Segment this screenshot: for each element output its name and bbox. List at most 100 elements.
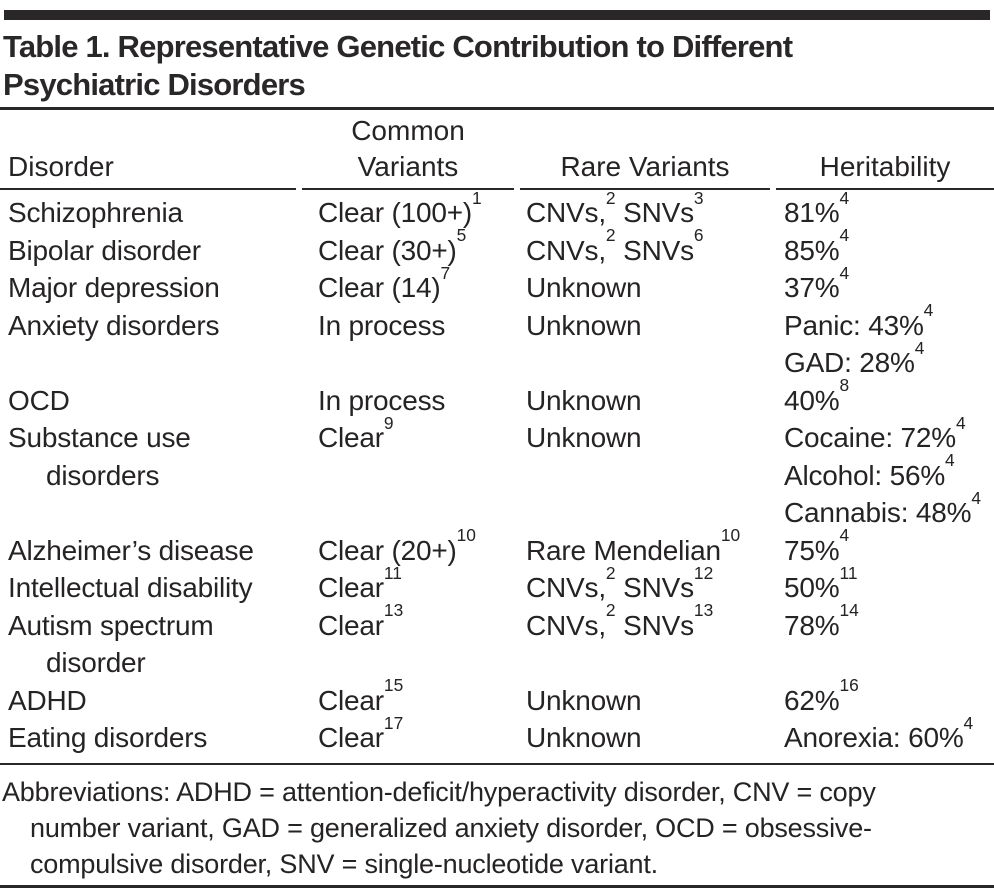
cell-rare: Unknown bbox=[520, 307, 770, 382]
footnote-reference: 4 bbox=[963, 712, 974, 733]
cell-text-line: 75%4 bbox=[784, 525, 850, 566]
cell-text-line: CNVs,2 SNVs3 bbox=[526, 187, 704, 228]
cell-text-line: Cocaine: 72%4 bbox=[784, 412, 966, 453]
footnote-reference: 4 bbox=[839, 525, 850, 546]
table-body: Schizophrenia Clear (100+)1 CNVs,2 SNVs3 81… bbox=[0, 187, 994, 759]
cell-rare: CNVs,2 SNVs6 bbox=[520, 225, 770, 270]
footnote-reference: 17 bbox=[383, 712, 404, 733]
column-header-disorder: Disorder bbox=[0, 113, 296, 190]
cell-rare: Unknown bbox=[520, 382, 770, 420]
cell-text-line: CNVs,2 SNVs13 bbox=[526, 600, 714, 641]
cell-common: In process bbox=[302, 382, 514, 420]
cell-rare: CNVs,2 SNVs13 bbox=[520, 600, 770, 682]
cell-text-line: Major depression bbox=[8, 272, 220, 303]
cell-disorder: ADHD bbox=[0, 682, 296, 720]
table-title: Table 1. Representative Genetic Contribu… bbox=[3, 28, 991, 104]
column-header-label: Disorder bbox=[8, 151, 114, 182]
cell-text-line: Clear (14)7 bbox=[318, 262, 451, 303]
cell-text-line: 85%4 bbox=[784, 225, 850, 266]
cell-disorder: Bipolar disorder bbox=[0, 232, 296, 270]
cell-disorder: Schizophrenia bbox=[0, 194, 296, 232]
cell-text-line: 37%4 bbox=[784, 262, 850, 303]
footnote-reference: 16 bbox=[839, 675, 859, 696]
column-header-label: Heritability bbox=[819, 151, 951, 182]
cell-common: Clear (14)7 bbox=[302, 262, 514, 307]
cell-rare: Unknown bbox=[520, 419, 770, 532]
cell-text-line: Alzheimer’s disease bbox=[8, 534, 254, 566]
cell-text-line: Anorexia: 60%4 bbox=[784, 712, 974, 753]
table-row: Intellectual disability Clear11 CNVs,2 SNV… bbox=[0, 562, 994, 607]
cell-disorder: Intellectual disability bbox=[0, 569, 296, 607]
cell-text-line: ADHD bbox=[8, 684, 87, 716]
footnote-reference: 2 bbox=[605, 600, 616, 621]
column-header-rare-variants: Rare Variants bbox=[520, 113, 770, 190]
table-title-line-1: Table 1. Representative Genetic Contribu… bbox=[3, 29, 793, 64]
abbreviations-note-line-1: Abbreviations: ADHD = attention-deficit/… bbox=[2, 776, 876, 807]
footnote-reference: 2 bbox=[605, 225, 616, 246]
cell-common: Clear15 bbox=[302, 677, 514, 720]
cell-rare: CNVs,2 SNVs12 bbox=[520, 562, 770, 607]
table-row: Bipolar disorder Clear (30+)5 CNVs,2 SNVs6… bbox=[0, 225, 994, 270]
cell-disorder: Autism spectrum disorder bbox=[0, 607, 296, 682]
column-header-label-line-1: Common bbox=[351, 115, 465, 146]
cell-heritability: 50%11 bbox=[776, 562, 994, 607]
cell-text-line: CNVs,2 SNVs12 bbox=[526, 562, 714, 603]
footnote-reference: 15 bbox=[383, 675, 404, 696]
bottom-border-rule bbox=[0, 884, 994, 888]
cell-common: In process bbox=[302, 307, 514, 382]
table-row: ADHD Clear15 Unknown 62%16 bbox=[0, 677, 994, 720]
cell-text-line: Eating disorders bbox=[8, 722, 208, 753]
cell-common: Clear13 bbox=[302, 600, 514, 682]
cell-text-line: 81%4 bbox=[784, 187, 850, 228]
cell-heritability: Panic: 43%4 GAD: 28%4 bbox=[776, 300, 994, 382]
cell-rare: Unknown bbox=[520, 719, 770, 757]
cell-text-line: Clear (30+)5 bbox=[318, 225, 467, 266]
footnote-reference: 4 bbox=[839, 262, 850, 283]
cell-text-line: Clear (20+)10 bbox=[318, 525, 476, 566]
cell-text-line: In process bbox=[318, 384, 446, 416]
cell-heritability: 62%16 bbox=[776, 677, 994, 720]
footnote-reference: 2 bbox=[605, 187, 616, 208]
cell-disorder: Major depression bbox=[0, 269, 296, 307]
cell-text-line: 78%14 bbox=[784, 600, 859, 641]
cell-text-line: 40%8 bbox=[784, 375, 850, 416]
cell-disorder: OCD bbox=[0, 382, 296, 420]
table-row: OCD In process Unknown 40%8 bbox=[0, 375, 994, 420]
table-row: Eating disorders Clear17 Unknown Anorexia: … bbox=[0, 712, 994, 757]
cell-heritability: Anorexia: 60%4 bbox=[776, 712, 994, 757]
table-header-row: Disorder Common Variants Rare Variants H… bbox=[0, 113, 994, 190]
footnote-reference: 7 bbox=[440, 262, 451, 283]
column-header-heritability: Heritability bbox=[776, 113, 994, 190]
cell-text-line: Panic: 43%4 bbox=[784, 300, 934, 341]
cell-common: Clear9 bbox=[302, 412, 514, 532]
cell-text-line: Unknown bbox=[526, 722, 642, 753]
cell-text-line: Autism spectrum bbox=[8, 609, 214, 641]
cell-rare: CNVs,2 SNVs3 bbox=[520, 187, 770, 232]
cell-heritability: 37%4 bbox=[776, 262, 994, 307]
footnote-reference: 3 bbox=[693, 187, 704, 208]
cell-text-line: Clear13 bbox=[318, 600, 404, 641]
cell-text-line: Intellectual disability bbox=[8, 572, 253, 603]
abbreviations-note: Abbreviations: ADHD = attention-deficit/… bbox=[2, 774, 992, 882]
footnote-reference: 2 bbox=[605, 562, 616, 583]
cell-text-line: Bipolar disorder bbox=[8, 234, 201, 266]
cell-disorder: Substance use disorders bbox=[0, 419, 296, 532]
column-header-label-line-2: Variants bbox=[357, 151, 459, 182]
table-row: Anxiety disorders In process Unknown Panic:… bbox=[0, 300, 994, 382]
footnote-reference: 13 bbox=[383, 600, 404, 621]
cell-text-line: Clear9 bbox=[318, 412, 394, 453]
footnote-reference: 4 bbox=[839, 187, 850, 208]
cell-heritability: 75%4 bbox=[776, 525, 994, 570]
table-row: Major depression Clear (14)7 Unknown 37%4 bbox=[0, 262, 994, 307]
cell-text-line: 50%11 bbox=[784, 562, 858, 603]
cell-disorder: Anxiety disorders bbox=[0, 307, 296, 382]
cell-text-line: Unknown bbox=[526, 309, 642, 341]
cell-rare: Unknown bbox=[520, 682, 770, 720]
cell-heritability: 81%4 bbox=[776, 187, 994, 232]
footnote-reference: 4 bbox=[839, 225, 850, 246]
cell-text-line: Alcohol: 56%4 bbox=[784, 450, 955, 491]
footnote-reference: 5 bbox=[456, 225, 467, 246]
cell-text-line: Substance use bbox=[8, 422, 191, 453]
cell-text-line: CNVs,2 SNVs6 bbox=[526, 225, 704, 266]
footnote-divider-rule bbox=[0, 762, 994, 765]
